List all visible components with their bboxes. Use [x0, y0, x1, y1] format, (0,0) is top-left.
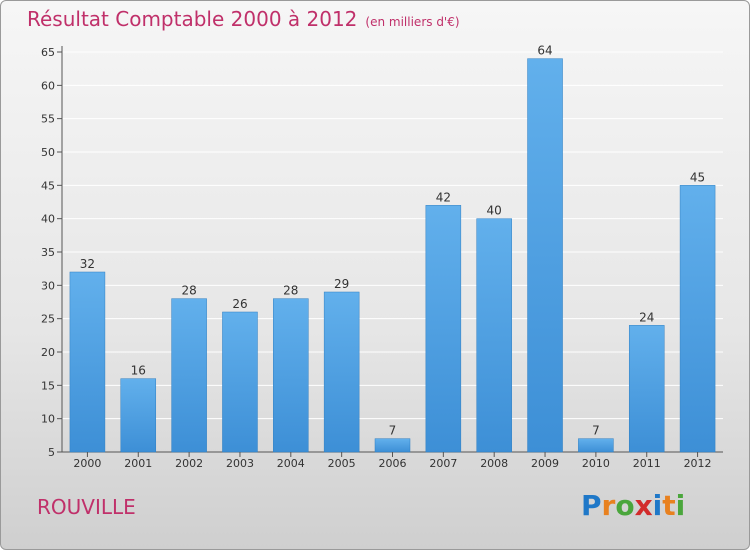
- y-tick-label: 30: [41, 279, 55, 292]
- bar: [120, 378, 157, 453]
- bar-value-label: 7: [389, 424, 397, 438]
- x-tick-label: 2001: [124, 457, 152, 470]
- bar-value-label: 40: [487, 204, 502, 218]
- y-tick-label: 15: [41, 379, 55, 392]
- chart-title-text: Résultat Comptable 2000 à 2012: [27, 7, 358, 31]
- x-tick-label: 2005: [328, 457, 356, 470]
- bar: [69, 271, 106, 453]
- y-tick-label: 35: [41, 246, 55, 259]
- bar: [374, 438, 411, 453]
- bar: [578, 438, 614, 453]
- bar-value-label: 7: [592, 424, 600, 438]
- x-tick-label: 2004: [277, 457, 305, 470]
- logo-letter: o: [615, 489, 635, 522]
- y-tick-label: 40: [41, 213, 55, 226]
- proxiti-logo: Proxiti: [581, 489, 685, 522]
- x-tick-label: 2000: [73, 457, 101, 470]
- y-tick-label: 5: [48, 446, 55, 459]
- bar: [273, 298, 309, 453]
- bar: [476, 218, 512, 453]
- y-tick-label: 10: [41, 413, 55, 426]
- chart-unit: (en milliers d'€): [365, 15, 460, 29]
- bar: [527, 58, 563, 453]
- bar-value-label: 28: [283, 284, 298, 298]
- logo-letter: r: [601, 489, 616, 522]
- x-tick-label: 2007: [429, 457, 457, 470]
- bar-value-label: 42: [436, 190, 451, 204]
- x-tick-label: 2003: [226, 457, 254, 470]
- x-tick-label: 2009: [531, 457, 559, 470]
- y-tick-label: 65: [41, 46, 55, 59]
- bar-value-label: 45: [690, 170, 705, 184]
- bar: [679, 185, 716, 453]
- bar: [323, 291, 360, 453]
- bar-value-label: 32: [80, 257, 95, 271]
- y-tick-label: 60: [41, 79, 55, 92]
- logo-letter: i: [652, 489, 663, 522]
- chart-title: Résultat Comptable 2000 à 2012 (en millie…: [27, 7, 460, 31]
- logo-letter: t: [662, 489, 676, 522]
- bar-value-label: 16: [131, 364, 146, 378]
- location-label: ROUVILLE: [37, 495, 136, 519]
- bar: [628, 325, 665, 453]
- x-tick-label: 2011: [633, 457, 661, 470]
- bar: [171, 298, 207, 453]
- bar: [425, 205, 462, 453]
- x-tick-label: 2008: [480, 457, 508, 470]
- bar-value-label: 29: [334, 277, 349, 291]
- x-tick-label: 2010: [582, 457, 610, 470]
- x-tick-label: 2006: [379, 457, 407, 470]
- logo-letter: i: [675, 489, 686, 522]
- y-tick-label: 50: [41, 146, 55, 159]
- y-tick-label: 45: [41, 179, 55, 192]
- y-tick-label: 55: [41, 113, 55, 126]
- x-tick-label: 2012: [684, 457, 712, 470]
- bar-value-label: 26: [232, 297, 247, 311]
- bar-value-label: 24: [639, 310, 654, 324]
- y-tick-label: 20: [41, 346, 55, 359]
- bar-value-label: 64: [537, 44, 552, 58]
- bar-value-label: 28: [181, 284, 196, 298]
- bar: [222, 311, 258, 453]
- logo-letter: x: [634, 489, 653, 522]
- x-tick-label: 2002: [175, 457, 203, 470]
- logo-letter: P: [581, 489, 602, 522]
- y-tick-label: 25: [41, 313, 55, 326]
